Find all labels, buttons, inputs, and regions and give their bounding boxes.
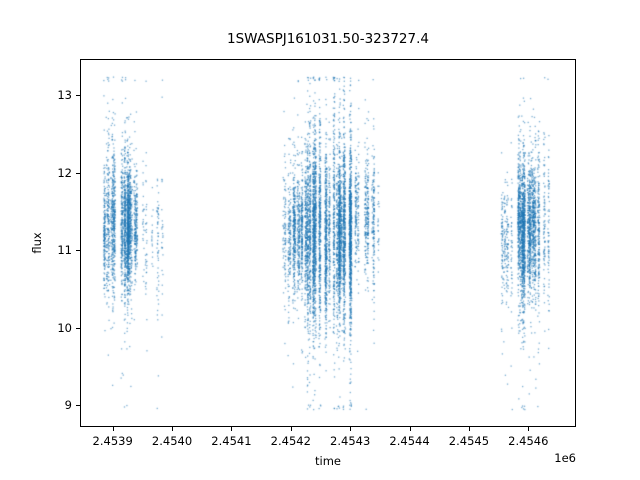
x-tick-label: 2.4543	[330, 434, 371, 448]
x-tick-label: 2.4539	[92, 434, 133, 448]
x-axis-label: time	[315, 454, 341, 468]
y-tick-label: 11	[57, 243, 72, 258]
chart-title: 1SWASPJ161031.50-323727.4	[227, 31, 429, 47]
scatter-points-canvas	[81, 60, 575, 426]
x-tick-label: 2.4546	[508, 434, 549, 448]
x-tick-mark	[468, 427, 470, 431]
x-axis-offset-text: 1e6	[554, 451, 576, 465]
y-tick-mark	[76, 95, 80, 97]
x-tick-mark	[409, 427, 411, 431]
x-tick-mark	[231, 427, 233, 431]
y-tick-mark	[76, 172, 80, 174]
x-tick-label: 2.4542	[270, 434, 311, 448]
plot-area	[80, 59, 576, 427]
y-tick-label: 13	[57, 88, 72, 103]
x-tick-label: 2.4541	[211, 434, 252, 448]
x-tick-mark	[172, 427, 174, 431]
x-tick-mark	[528, 427, 530, 431]
x-tick-label: 2.4544	[389, 434, 430, 448]
x-tick-label: 2.4540	[151, 434, 193, 448]
y-tick-label: 10	[57, 320, 72, 335]
y-tick-mark	[76, 250, 80, 252]
x-tick-label: 2.4545	[448, 434, 490, 448]
y-tick-label: 9	[64, 397, 72, 412]
y-tick-label: 12	[57, 165, 72, 180]
x-tick-mark	[350, 427, 352, 431]
x-tick-mark	[112, 427, 114, 431]
x-tick-mark	[290, 427, 292, 431]
y-tick-mark	[76, 327, 80, 329]
y-tick-mark	[76, 404, 80, 406]
